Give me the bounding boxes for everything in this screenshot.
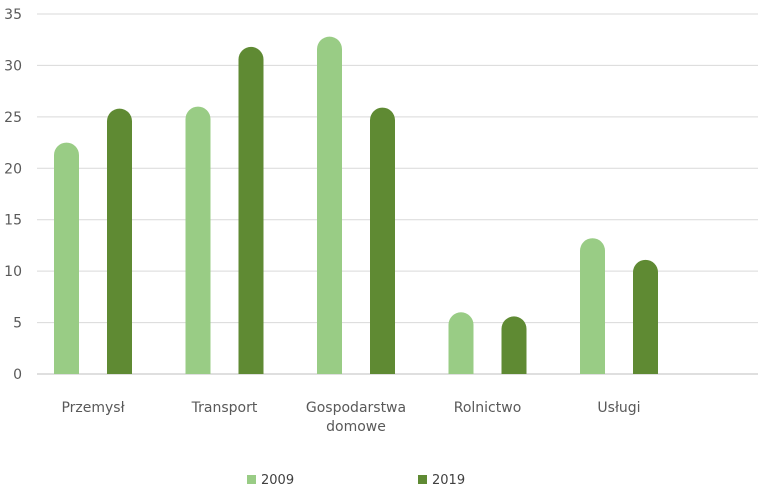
y-tick-label: 5	[13, 316, 22, 332]
y-tick-label: 25	[4, 110, 22, 126]
category-label: Rolnictwo	[454, 400, 522, 416]
bar-2009-2	[317, 36, 342, 374]
y-tick-label: 20	[4, 161, 22, 177]
gridlines	[37, 13, 758, 375]
y-axis-tick-labels: 0 5 10 15 20 25 30 35	[4, 7, 22, 383]
bar-2009-0	[54, 142, 79, 374]
legend: 2009 2019	[247, 473, 465, 488]
legend-label: 2009	[261, 473, 294, 488]
y-tick-label: 15	[4, 213, 22, 229]
y-tick-label: 30	[4, 58, 22, 74]
bar-2019-4	[633, 259, 658, 374]
category-label: Przemysł	[61, 400, 124, 416]
bar-2009-4	[580, 238, 605, 374]
bars	[54, 36, 658, 375]
y-tick-label: 35	[4, 7, 22, 23]
bar-2019-2	[370, 107, 395, 374]
y-tick-label: 0	[13, 367, 22, 383]
bar-2019-1	[238, 46, 264, 375]
legend-label: 2019	[432, 473, 465, 488]
legend-swatch-2019	[418, 475, 427, 484]
bar-2009-1	[185, 106, 211, 375]
bar-2019-0	[106, 108, 132, 374]
category-label: Transport	[191, 400, 258, 416]
category-label: Gospodarstwa domowe	[306, 400, 406, 435]
bar-2019-3	[501, 316, 527, 374]
bar-2009-3	[448, 312, 474, 374]
legend-swatch-2009	[247, 475, 256, 484]
y-tick-label: 10	[4, 264, 22, 280]
category-label: Usługi	[597, 400, 640, 416]
x-axis-category-labels: Przemysł Transport Gospodarstwa domowe Rolni…	[61, 400, 640, 435]
